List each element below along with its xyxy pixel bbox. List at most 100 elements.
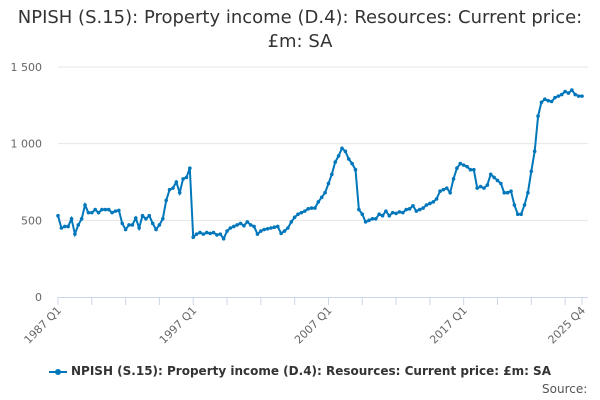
data-point	[147, 213, 152, 218]
data-point	[323, 190, 327, 195]
data-point	[580, 94, 584, 98]
data-point	[434, 197, 439, 201]
data-point	[306, 207, 310, 211]
data-point	[384, 209, 388, 213]
data-point	[262, 227, 267, 232]
data-point	[411, 203, 415, 208]
data-point	[150, 221, 155, 226]
legend[interactable]: NPISH (S.15): Property income (D.4): Res…	[0, 364, 600, 378]
data-point	[401, 210, 405, 215]
data-point	[228, 226, 233, 230]
data-point	[238, 221, 243, 226]
data-point	[373, 217, 378, 221]
data-point	[174, 180, 179, 184]
legend-label: NPISH (S.15): Property income (D.4): Res…	[71, 364, 551, 378]
data-point	[495, 178, 500, 183]
data-point	[56, 213, 60, 218]
data-point	[255, 232, 260, 236]
data-point	[458, 161, 463, 166]
data-point	[252, 224, 256, 229]
data-point	[269, 226, 273, 230]
data-point	[184, 175, 189, 180]
data-point	[472, 167, 476, 172]
data-point	[248, 223, 253, 227]
data-point	[157, 223, 162, 227]
data-point	[499, 181, 503, 186]
data-point	[62, 224, 67, 229]
data-point	[451, 177, 456, 181]
data-point	[505, 190, 510, 195]
data-point	[164, 198, 168, 203]
data-point	[66, 224, 70, 229]
data-point	[519, 212, 523, 216]
data-point	[319, 195, 324, 200]
data-point	[492, 175, 496, 180]
data-point	[475, 186, 480, 190]
data-point	[120, 221, 125, 226]
data-point	[563, 89, 567, 94]
y-tick-label: 500	[21, 214, 42, 227]
data-point	[181, 177, 185, 181]
data-point	[448, 190, 452, 195]
data-point	[113, 209, 118, 213]
data-point	[465, 164, 469, 169]
data-point	[333, 160, 338, 164]
data-point	[231, 224, 236, 229]
data-point	[208, 231, 212, 236]
y-tick-label: 0	[35, 291, 42, 304]
data-point	[100, 207, 104, 212]
data-point	[414, 209, 419, 213]
data-point	[177, 190, 182, 195]
data-point	[299, 210, 304, 215]
data-point	[69, 217, 74, 221]
data-point	[215, 233, 219, 237]
data-point	[279, 231, 283, 236]
data-point	[137, 226, 141, 230]
data-point	[191, 235, 196, 239]
data-point	[272, 225, 277, 230]
data-point	[553, 95, 557, 100]
data-point	[204, 230, 209, 235]
data-point	[424, 203, 429, 207]
data-point	[110, 210, 114, 215]
data-point	[282, 229, 287, 233]
data-point	[340, 146, 344, 151]
data-point	[289, 220, 294, 224]
data-point	[404, 207, 409, 212]
x-tick-label: 1987 Q1	[22, 304, 65, 347]
source-label: Source:	[542, 382, 588, 396]
data-point	[488, 172, 493, 177]
data-point	[133, 216, 138, 220]
data-point	[478, 184, 483, 189]
y-tick-label: 1 500	[11, 61, 43, 74]
data-point	[387, 213, 392, 218]
data-point	[536, 114, 540, 118]
data-point	[96, 210, 101, 215]
data-point	[559, 92, 564, 97]
data-point	[79, 217, 84, 221]
data-point	[556, 94, 561, 98]
data-point	[286, 226, 290, 230]
data-point	[367, 218, 371, 223]
data-point	[444, 186, 449, 190]
data-point	[570, 88, 574, 92]
data-point	[509, 189, 513, 193]
data-point	[265, 226, 270, 231]
data-point	[171, 186, 175, 190]
data-point	[130, 223, 135, 227]
data-point	[218, 232, 223, 236]
data-point	[350, 161, 354, 166]
data-point	[316, 200, 321, 204]
data-point	[221, 236, 226, 241]
data-point	[167, 187, 172, 192]
data-point	[394, 211, 398, 216]
data-point	[59, 226, 64, 230]
data-point	[549, 99, 554, 104]
data-point	[292, 215, 297, 220]
data-point	[235, 223, 239, 227]
x-tick-label: 2007 Q1	[292, 304, 335, 347]
data-point	[461, 163, 466, 167]
data-point	[390, 210, 395, 215]
data-point	[127, 223, 131, 227]
